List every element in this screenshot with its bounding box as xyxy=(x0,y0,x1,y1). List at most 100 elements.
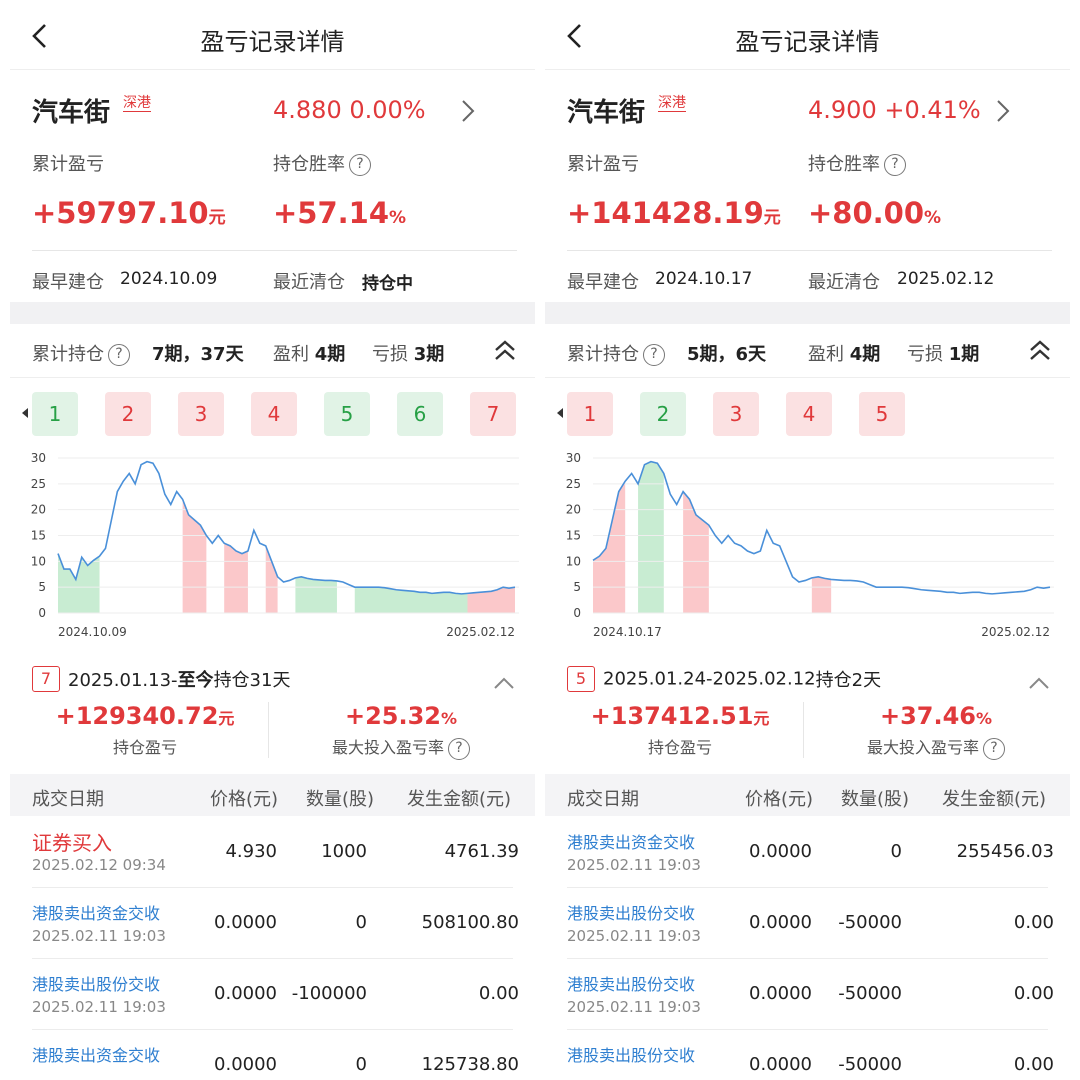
y-tick-label: 5 xyxy=(573,580,581,594)
trade-time: 2025.02.11 19:03 xyxy=(32,927,166,945)
vertical-divider xyxy=(268,702,269,758)
profit-chart: 0 5 10 15 20 25 30 2024.10.09 2025.02.12 xyxy=(31,451,519,639)
y-tick-label: 15 xyxy=(566,529,581,543)
help-icon[interactable]: ? xyxy=(884,154,906,176)
hold-label-text: 累计持仓 xyxy=(32,344,104,365)
chevron-up-icon[interactable] xyxy=(1028,676,1050,690)
period-button-3[interactable]: 3 xyxy=(713,392,759,436)
win-rate-value: +57.14% xyxy=(273,196,406,230)
period-hold-days: 持仓31天 xyxy=(213,670,291,691)
trade-price: 0.0000 xyxy=(214,983,277,1004)
max-rate-unit: % xyxy=(441,709,458,728)
col-amount: 发生金额(元) xyxy=(942,789,1047,810)
divider xyxy=(567,250,1052,251)
page-title: 盈亏记录详情 xyxy=(200,28,345,56)
collapse-double-chevron-icon[interactable] xyxy=(1028,338,1052,362)
row-divider xyxy=(567,1029,1048,1030)
earliest-label: 最早建仓 xyxy=(32,272,104,293)
cum-pl-unit: 元 xyxy=(208,208,226,228)
stock-name: 汽车街 xyxy=(32,98,111,128)
period-button-4[interactable]: 4 xyxy=(786,392,832,436)
back-arrow-icon[interactable] xyxy=(28,22,52,50)
y-tick-label: 0 xyxy=(573,606,581,620)
page-title: 盈亏记录详情 xyxy=(735,28,880,56)
period-button-5[interactable]: 5 xyxy=(859,392,905,436)
period-hold-days: 持仓2天 xyxy=(815,670,882,691)
holding-period-region-3 xyxy=(224,543,248,613)
trade-amount: 0.00 xyxy=(1013,1054,1054,1075)
vertical-divider xyxy=(803,702,804,758)
trade-price: 0.0000 xyxy=(749,983,812,1004)
table-row[interactable]: 港股卖出股份交收 2025.02.11 19:03 0.0000 -50000 0.00 xyxy=(545,959,1070,1030)
max-rate-number: +37.46 xyxy=(879,702,976,730)
holding-pl-value: +129340.72元 xyxy=(20,702,270,730)
hold-label: 累计持仓? xyxy=(32,340,130,366)
period-button-2[interactable]: 2 xyxy=(105,392,151,436)
period-button-6[interactable]: 6 xyxy=(397,392,443,436)
trade-amount: 508100.80 xyxy=(421,912,519,933)
trade-type: 港股卖出资金交收 xyxy=(567,833,696,852)
help-icon[interactable]: ? xyxy=(349,154,371,176)
help-icon[interactable]: ? xyxy=(643,344,665,366)
trade-time: 2025.02.11 19:03 xyxy=(32,998,166,1016)
period-number-badge: 5 xyxy=(567,666,595,692)
help-icon[interactable]: ? xyxy=(983,737,1005,760)
holding-summary-row: 累计持仓? 5期，6天 盈利 4期 亏损 1期 xyxy=(545,324,1070,378)
col-qty: 数量(股) xyxy=(306,789,375,810)
price-line xyxy=(57,460,516,595)
period-button-2[interactable]: 2 xyxy=(640,392,686,436)
cum-pl-value: +59797.10元 xyxy=(32,196,226,230)
x-start-label: 2024.10.17 xyxy=(593,625,662,639)
chevron-right-icon[interactable] xyxy=(995,98,1011,124)
row-divider xyxy=(567,958,1048,959)
table-row[interactable]: 港股卖出股份交收 2025.02.11 19:03 0.0000 -50000 0.00 xyxy=(545,888,1070,959)
y-tick-label: 25 xyxy=(31,477,46,491)
period-button-1[interactable]: 1 xyxy=(32,392,78,436)
cum-pl-label: 累计盈亏 xyxy=(567,154,639,175)
x-end-label: 2025.02.12 xyxy=(981,625,1050,639)
trade-qty: 0 xyxy=(355,1054,367,1075)
profit-count: 4期 xyxy=(849,344,881,365)
profit-label: 盈利 xyxy=(273,344,309,365)
help-icon[interactable]: ? xyxy=(108,344,130,366)
earliest-value: 2024.10.17 xyxy=(655,269,753,289)
period-button-5[interactable]: 5 xyxy=(324,392,370,436)
table-row[interactable]: 港股卖出股份交收 2025.02.11 19:03 0.0000 -100000 0.0… xyxy=(10,959,535,1030)
collapse-double-chevron-icon[interactable] xyxy=(493,338,517,362)
period-button-4[interactable]: 4 xyxy=(251,392,297,436)
period-button-3[interactable]: 3 xyxy=(178,392,224,436)
table-row[interactable]: 港股卖出资金交收 0.0000 0 125738.80 xyxy=(10,1030,535,1080)
scroll-left-icon[interactable] xyxy=(557,408,563,418)
table-row[interactable]: 证券买入 2025.02.12 09:34 4.930 1000 4761.39 xyxy=(10,817,535,888)
col-price: 价格(元) xyxy=(210,789,279,810)
win-rate-unit: % xyxy=(389,208,407,228)
chevron-up-icon[interactable] xyxy=(493,676,515,690)
trade-qty: 0 xyxy=(355,912,367,933)
holding-pl-unit: 元 xyxy=(218,709,235,728)
period-button-1[interactable]: 1 xyxy=(567,392,613,436)
market-tag: 深港 xyxy=(123,95,151,112)
max-rate-label-text: 最大投入盈亏率 xyxy=(331,738,444,757)
earliest-label: 最早建仓 xyxy=(567,272,639,293)
table-row[interactable]: 港股卖出资金交收 2025.02.11 19:03 0.0000 0 508100.80 xyxy=(10,888,535,959)
help-icon[interactable]: ? xyxy=(448,737,470,760)
loss-count: 3期 xyxy=(413,344,445,365)
holding-pl-number: +129340.72 xyxy=(55,702,219,730)
trade-time: 2025.02.11 19:03 xyxy=(567,856,701,874)
max-rate-unit: % xyxy=(976,709,993,728)
holding-pl-stat: +129340.72元 持仓盈亏 xyxy=(20,702,270,758)
table-row[interactable]: 港股卖出股份交收 0.0000 -50000 0.00 xyxy=(545,1030,1070,1080)
period-button-7[interactable]: 7 xyxy=(470,392,516,436)
scroll-left-icon[interactable] xyxy=(22,408,28,418)
chevron-right-icon[interactable] xyxy=(460,98,476,124)
y-tick-label: 15 xyxy=(31,529,46,543)
trade-type: 港股卖出资金交收 xyxy=(32,904,161,923)
table-row[interactable]: 港股卖出资金交收 2025.02.11 19:03 0.0000 0 255456.03 xyxy=(545,817,1070,888)
win-rate-number: +57.14 xyxy=(273,196,390,230)
max-rate-value: +25.32% xyxy=(276,702,526,730)
back-arrow-icon[interactable] xyxy=(563,22,587,50)
section-gap xyxy=(10,302,535,324)
trade-qty: -50000 xyxy=(838,1054,902,1075)
recent-clear-label: 最近清仓 xyxy=(273,272,345,293)
cum-pl-value: +141428.19元 xyxy=(567,196,781,230)
